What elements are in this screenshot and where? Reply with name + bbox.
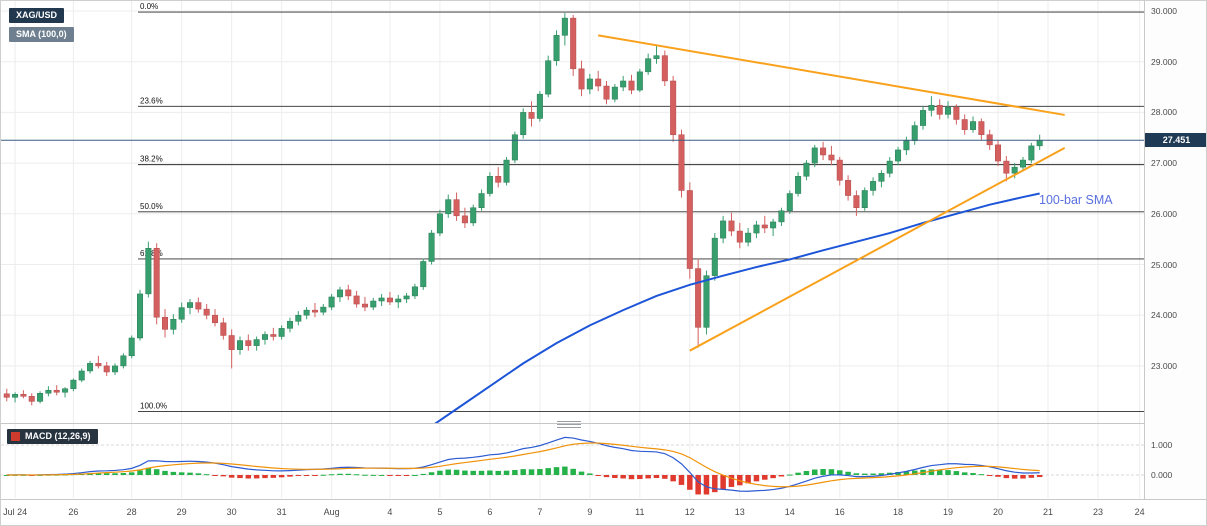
price-axis[interactable]: 27.451 30.000 29.000 28.000 27.000 26.000 25.…: [1144, 1, 1206, 525]
time-tick: 5: [437, 507, 443, 517]
macd-panel: MACD (12,26,9): [1, 424, 1144, 498]
time-tick: Jul 24: [3, 507, 28, 517]
svg-text:50.0%: 50.0%: [140, 202, 163, 211]
time-tick: 26: [68, 507, 79, 517]
price-tick: 30.000: [1151, 6, 1177, 16]
current-price-tag: 27.451: [1145, 133, 1206, 148]
macd-canvas[interactable]: [1, 424, 1144, 498]
time-tick: 18: [893, 507, 904, 517]
macd-label: MACD (12,26,9): [25, 431, 91, 441]
panel-divider: [1, 423, 1206, 424]
time-tick: Aug: [323, 507, 340, 517]
time-tick: 14: [784, 507, 795, 517]
symbol-badge[interactable]: XAG/USD: [9, 8, 65, 23]
time-tick: 24: [1134, 507, 1145, 517]
macd-indicator-badge[interactable]: MACD (12,26,9): [7, 429, 98, 444]
time-tick: 7: [537, 507, 543, 517]
main-chart-canvas[interactable]: 0.0%23.6%38.2%50.0%61.8%100.0%: [1, 1, 1144, 423]
time-tick: 12: [684, 507, 695, 517]
price-tick: 25.000: [1151, 259, 1177, 270]
time-tick: 9: [587, 507, 593, 517]
time-tick: 30: [226, 507, 237, 517]
panel-resize-handle[interactable]: [557, 421, 581, 428]
time-tick: 4: [387, 507, 393, 517]
macd-tick: 1.000: [1151, 440, 1173, 450]
sma-indicator-badge[interactable]: SMA (100,0): [9, 27, 74, 42]
time-tick: 23: [1092, 507, 1103, 517]
time-tick: 20: [993, 507, 1004, 517]
price-tick: 28.000: [1151, 107, 1177, 118]
price-tick: 26.000: [1151, 208, 1177, 219]
time-axis[interactable]: Jul 24 26 28 29 30 31 Aug 4 5 6 7 9 11 12 13 14 16 18 19 20…: [1, 499, 1206, 525]
price-tick: 23.000: [1151, 360, 1177, 371]
time-tick: 19: [943, 507, 954, 517]
price-tick: 29.000: [1151, 56, 1177, 67]
time-tick: 28: [126, 507, 137, 517]
time-tick: 11: [635, 507, 645, 517]
price-tick: 24.000: [1151, 310, 1177, 321]
macd-tick: 0.000: [1151, 470, 1173, 480]
sma-line-label: 100-bar SMA: [1039, 193, 1113, 207]
time-tick: 29: [176, 507, 187, 517]
svg-text:23.6%: 23.6%: [140, 96, 163, 105]
time-tick: 16: [834, 507, 845, 517]
time-tick: 6: [487, 507, 493, 517]
time-tick: 21: [1042, 507, 1054, 517]
svg-text:38.2%: 38.2%: [140, 155, 163, 164]
macd-color-chip: [11, 432, 20, 441]
price-tick: 27.000: [1151, 158, 1177, 169]
main-price-panel: 0.0%23.6%38.2%50.0%61.8%100.0% XAG/USD S…: [1, 1, 1144, 423]
svg-text:0.0%: 0.0%: [140, 2, 158, 11]
time-tick: 31: [276, 507, 287, 517]
svg-text:100.0%: 100.0%: [140, 402, 167, 411]
time-tick: 13: [734, 507, 745, 517]
